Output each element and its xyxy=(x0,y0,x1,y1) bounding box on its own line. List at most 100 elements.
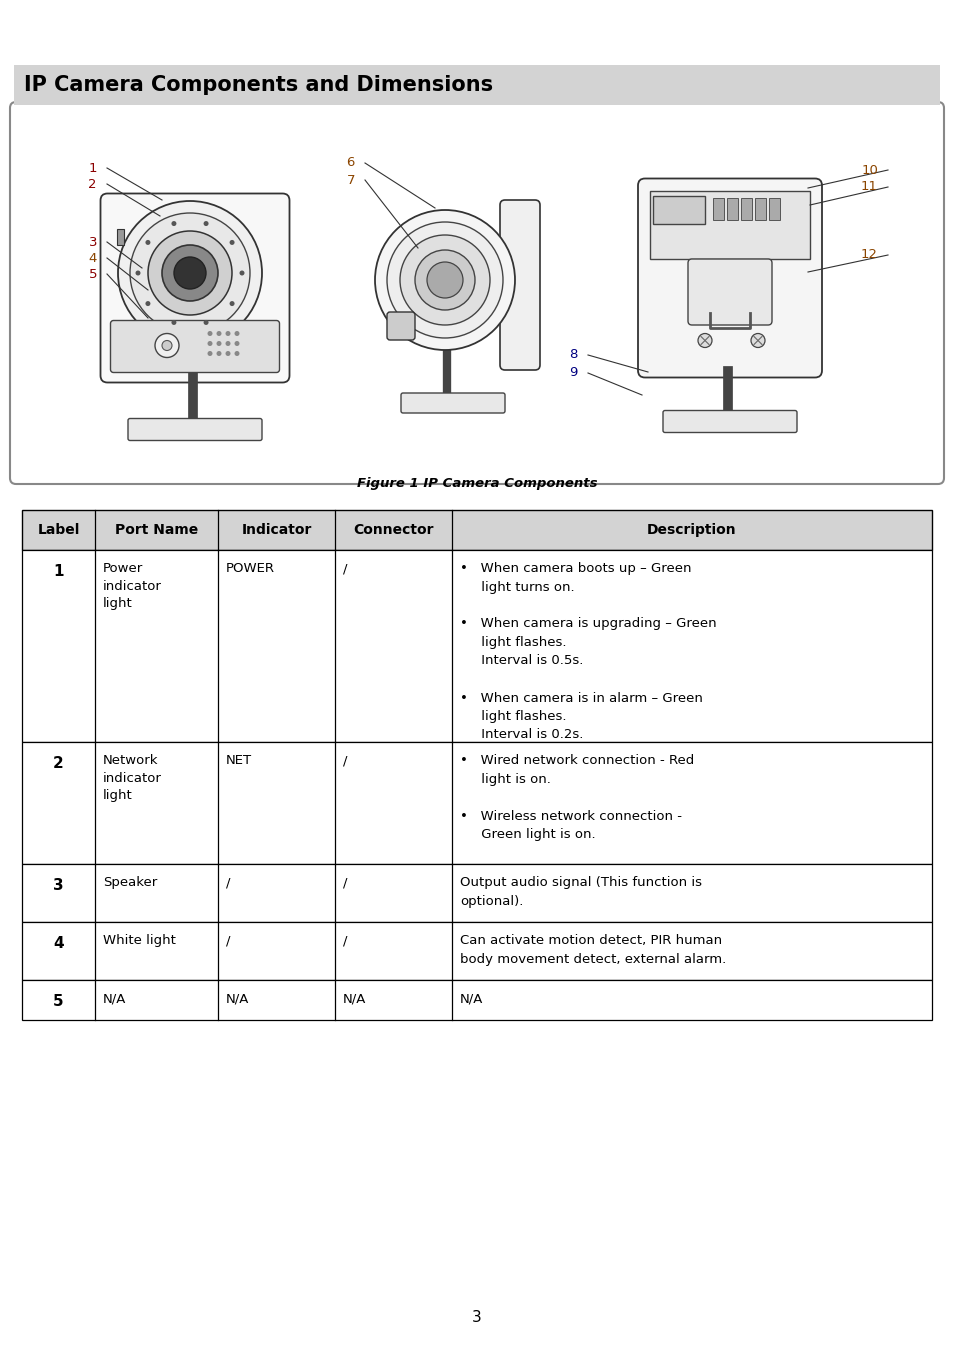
Text: Output audio signal (This function is
optional).: Output audio signal (This function is op… xyxy=(459,876,701,907)
Text: 10: 10 xyxy=(861,164,877,177)
FancyBboxPatch shape xyxy=(10,101,943,484)
Text: N/A: N/A xyxy=(226,992,249,1005)
FancyBboxPatch shape xyxy=(22,510,931,550)
Text: 1: 1 xyxy=(89,161,97,174)
Circle shape xyxy=(216,331,221,337)
FancyBboxPatch shape xyxy=(768,197,780,219)
Circle shape xyxy=(145,301,151,306)
Text: 7: 7 xyxy=(346,173,355,187)
FancyBboxPatch shape xyxy=(499,200,539,370)
Text: 2: 2 xyxy=(89,177,97,191)
FancyBboxPatch shape xyxy=(662,411,796,433)
Circle shape xyxy=(239,270,244,276)
FancyBboxPatch shape xyxy=(754,197,765,219)
Circle shape xyxy=(172,220,176,226)
Text: 2: 2 xyxy=(53,756,64,771)
Text: 5: 5 xyxy=(89,268,97,280)
Text: N/A: N/A xyxy=(343,992,366,1005)
Text: Power
indicator
light: Power indicator light xyxy=(103,562,162,610)
Text: /: / xyxy=(343,934,347,946)
Circle shape xyxy=(216,352,221,356)
Circle shape xyxy=(208,341,213,346)
Circle shape xyxy=(203,220,209,226)
Circle shape xyxy=(415,250,475,310)
Circle shape xyxy=(135,270,140,276)
Circle shape xyxy=(173,257,206,289)
Circle shape xyxy=(399,235,490,324)
Text: /: / xyxy=(226,934,231,946)
FancyBboxPatch shape xyxy=(740,197,751,219)
Text: Description: Description xyxy=(646,523,736,537)
Text: Speaker: Speaker xyxy=(103,876,157,890)
Circle shape xyxy=(172,320,176,324)
Circle shape xyxy=(225,331,231,337)
FancyBboxPatch shape xyxy=(649,191,809,258)
Text: NET: NET xyxy=(226,754,252,767)
Text: 11: 11 xyxy=(861,181,877,193)
FancyBboxPatch shape xyxy=(387,312,415,339)
Text: 4: 4 xyxy=(53,936,64,950)
Circle shape xyxy=(225,352,231,356)
Circle shape xyxy=(216,341,221,346)
Circle shape xyxy=(162,341,172,350)
FancyBboxPatch shape xyxy=(22,922,931,980)
Text: N/A: N/A xyxy=(103,992,126,1005)
Text: 9: 9 xyxy=(569,366,578,380)
FancyBboxPatch shape xyxy=(117,228,125,245)
FancyBboxPatch shape xyxy=(22,742,931,864)
Text: /: / xyxy=(226,876,231,890)
Text: 3: 3 xyxy=(472,1310,481,1325)
Text: 12: 12 xyxy=(861,249,877,261)
Text: White light: White light xyxy=(103,934,175,946)
Circle shape xyxy=(154,334,179,357)
FancyBboxPatch shape xyxy=(22,550,931,742)
Text: POWER: POWER xyxy=(226,562,274,575)
Text: Network
indicator
light: Network indicator light xyxy=(103,754,162,802)
FancyBboxPatch shape xyxy=(22,980,931,1019)
Circle shape xyxy=(427,262,462,297)
Text: IP Camera Components and Dimensions: IP Camera Components and Dimensions xyxy=(24,74,493,95)
FancyBboxPatch shape xyxy=(712,197,723,219)
Text: 5: 5 xyxy=(53,994,64,1009)
FancyBboxPatch shape xyxy=(726,197,738,219)
Circle shape xyxy=(234,352,239,356)
Text: Indicator: Indicator xyxy=(241,523,312,537)
Text: /: / xyxy=(343,876,347,890)
Text: •   When camera boots up – Green
     light turns on.

•   When camera is upgrad: • When camera boots up – Green light tur… xyxy=(459,562,716,741)
FancyBboxPatch shape xyxy=(471,265,506,306)
FancyBboxPatch shape xyxy=(638,178,821,377)
Circle shape xyxy=(145,239,151,245)
Circle shape xyxy=(750,334,764,347)
Text: 4: 4 xyxy=(89,251,97,265)
Circle shape xyxy=(234,331,239,337)
FancyBboxPatch shape xyxy=(400,393,504,412)
Text: Connector: Connector xyxy=(353,523,434,537)
Text: Label: Label xyxy=(37,523,80,537)
Text: Port Name: Port Name xyxy=(114,523,198,537)
Circle shape xyxy=(118,201,262,345)
Text: N/A: N/A xyxy=(459,992,483,1005)
Circle shape xyxy=(230,239,234,245)
Circle shape xyxy=(203,320,209,324)
Circle shape xyxy=(208,331,213,337)
FancyBboxPatch shape xyxy=(128,419,262,441)
Text: /: / xyxy=(343,754,347,767)
Circle shape xyxy=(130,214,250,333)
Circle shape xyxy=(208,352,213,356)
Text: Can activate motion detect, PIR human
body movement detect, external alarm.: Can activate motion detect, PIR human bo… xyxy=(459,934,725,965)
FancyBboxPatch shape xyxy=(22,864,931,922)
Text: 3: 3 xyxy=(53,877,64,894)
FancyBboxPatch shape xyxy=(100,193,289,383)
Circle shape xyxy=(162,245,218,301)
Circle shape xyxy=(375,210,515,350)
FancyBboxPatch shape xyxy=(111,320,279,373)
Circle shape xyxy=(148,231,232,315)
Text: 6: 6 xyxy=(346,157,355,169)
Circle shape xyxy=(230,301,234,306)
Circle shape xyxy=(387,222,502,338)
Text: Figure 1 IP Camera Components: Figure 1 IP Camera Components xyxy=(356,476,597,489)
Text: 8: 8 xyxy=(569,349,578,361)
Circle shape xyxy=(225,341,231,346)
Text: 1: 1 xyxy=(53,564,64,579)
FancyBboxPatch shape xyxy=(14,65,939,105)
